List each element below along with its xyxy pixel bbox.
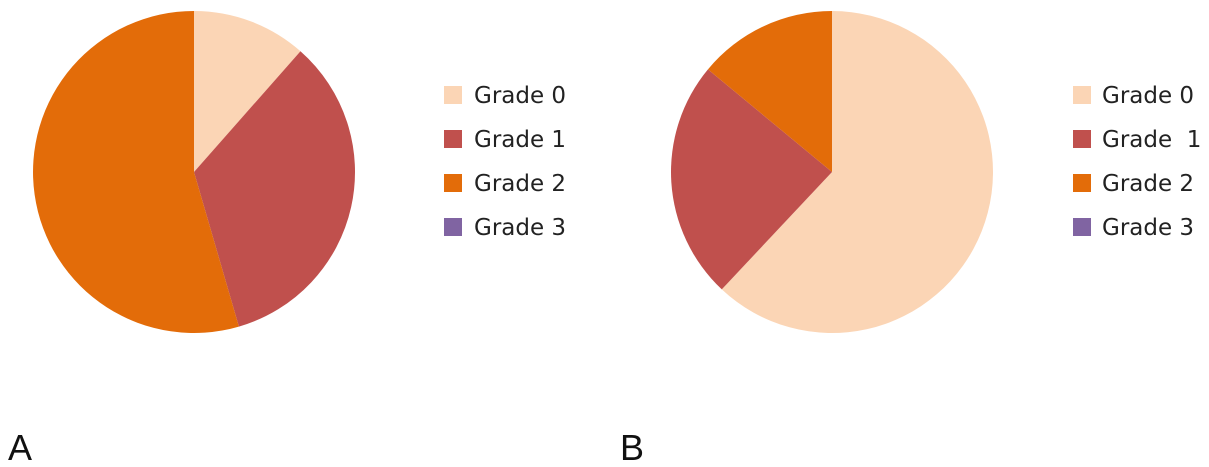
pie-b-slice-2 bbox=[707, 11, 832, 172]
panel-label-b: B bbox=[620, 427, 644, 467]
pie-a-legend-label-0: Grade 0 bbox=[474, 83, 566, 109]
pie-b-legend-swatch-3 bbox=[1073, 218, 1091, 236]
pie-a-legend-label-2: Grade 2 bbox=[474, 171, 566, 197]
pie-b-slice-1 bbox=[671, 69, 832, 290]
pie-a-legend-swatch-2 bbox=[444, 174, 462, 192]
pie-b-legend-label-1: Grade 1 bbox=[1102, 127, 1201, 153]
pie-b-slices bbox=[671, 11, 994, 333]
pie-a-legend-label-1: Grade 1 bbox=[474, 127, 566, 153]
pie-chart-b: Grade 0 Grade 1 Grade 2 Grade 3 B bbox=[620, 11, 1201, 467]
pie-b-legend-label-2: Grade 2 bbox=[1102, 171, 1194, 197]
pie-a-legend-swatch-3 bbox=[444, 218, 462, 236]
pie-a-legend: Grade 0 Grade 1 Grade 2 Grade 3 bbox=[444, 83, 566, 241]
pie-b-legend: Grade 0 Grade 1 Grade 2 Grade 3 bbox=[1073, 83, 1201, 241]
pie-a-slice-1 bbox=[194, 51, 356, 327]
pie-a-slice-0 bbox=[194, 11, 301, 172]
pie-a-slice-2 bbox=[33, 11, 239, 333]
pie-b-slice-0 bbox=[721, 11, 994, 333]
pie-a-legend-label-3: Grade 3 bbox=[474, 215, 566, 241]
pie-b-legend-label-3: Grade 3 bbox=[1102, 215, 1194, 241]
pie-b-legend-swatch-2 bbox=[1073, 174, 1091, 192]
panel-label-a: A bbox=[8, 427, 32, 467]
pie-b-legend-swatch-0 bbox=[1073, 86, 1091, 104]
pie-b-legend-label-0: Grade 0 bbox=[1102, 83, 1194, 109]
pie-a-slices bbox=[33, 11, 356, 333]
pie-b-legend-swatch-1 bbox=[1073, 130, 1091, 148]
pie-a-legend-swatch-0 bbox=[444, 86, 462, 104]
pie-a-legend-swatch-1 bbox=[444, 130, 462, 148]
pie-chart-a: Grade 0 Grade 1 Grade 2 Grade 3 A bbox=[8, 11, 566, 467]
